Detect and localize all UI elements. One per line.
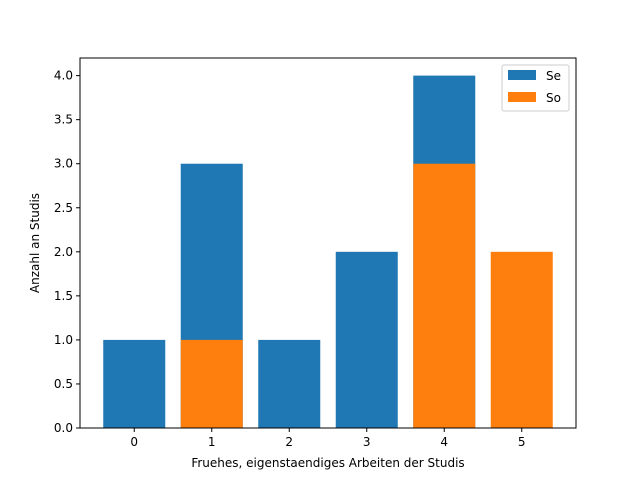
x-tick-label: 5 [518, 435, 526, 449]
x-tick-label: 0 [130, 435, 138, 449]
legend-label-se: Se [546, 69, 561, 83]
y-tick-label: 1.5 [54, 289, 73, 303]
y-tick-label: 2.5 [54, 201, 73, 215]
x-tick-label: 3 [363, 435, 371, 449]
legend-label-so: So [546, 91, 561, 105]
y-axis-title: Anzahl an Studis [28, 193, 42, 293]
y-tick-label: 0.0 [54, 421, 73, 435]
legend: Se So [501, 64, 570, 112]
legend-swatch-so [508, 92, 536, 102]
bars-layer [103, 75, 553, 428]
bar-so-4 [413, 163, 476, 428]
x-ticks: 0 1 2 3 4 5 [130, 428, 526, 449]
y-tick-label: 0.5 [54, 377, 73, 391]
y-tick-label: 2.0 [54, 245, 73, 259]
bar-se-3 [335, 251, 398, 428]
x-tick-label: 1 [208, 435, 216, 449]
y-tick-label: 3.0 [54, 157, 73, 171]
legend-swatch-se [508, 70, 536, 80]
axes-frame [79, 57, 577, 429]
bar-so-5 [490, 251, 553, 428]
y-tick-label: 3.5 [54, 113, 73, 127]
bar-so-1 [180, 339, 243, 428]
y-tick-label: 4.0 [54, 69, 73, 83]
x-tick-label: 2 [285, 435, 293, 449]
y-tick-label: 1.0 [54, 333, 73, 347]
x-tick-label: 4 [440, 435, 448, 449]
x-axis-title: Fruehes, eigenstaendiges Arbeiten der St… [191, 456, 464, 470]
bar-se-2 [258, 339, 321, 428]
y-ticks: 0.0 0.5 1.0 1.5 2.0 2.5 3.0 3.5 4.0 [54, 69, 80, 435]
bar-se-0 [103, 339, 166, 428]
